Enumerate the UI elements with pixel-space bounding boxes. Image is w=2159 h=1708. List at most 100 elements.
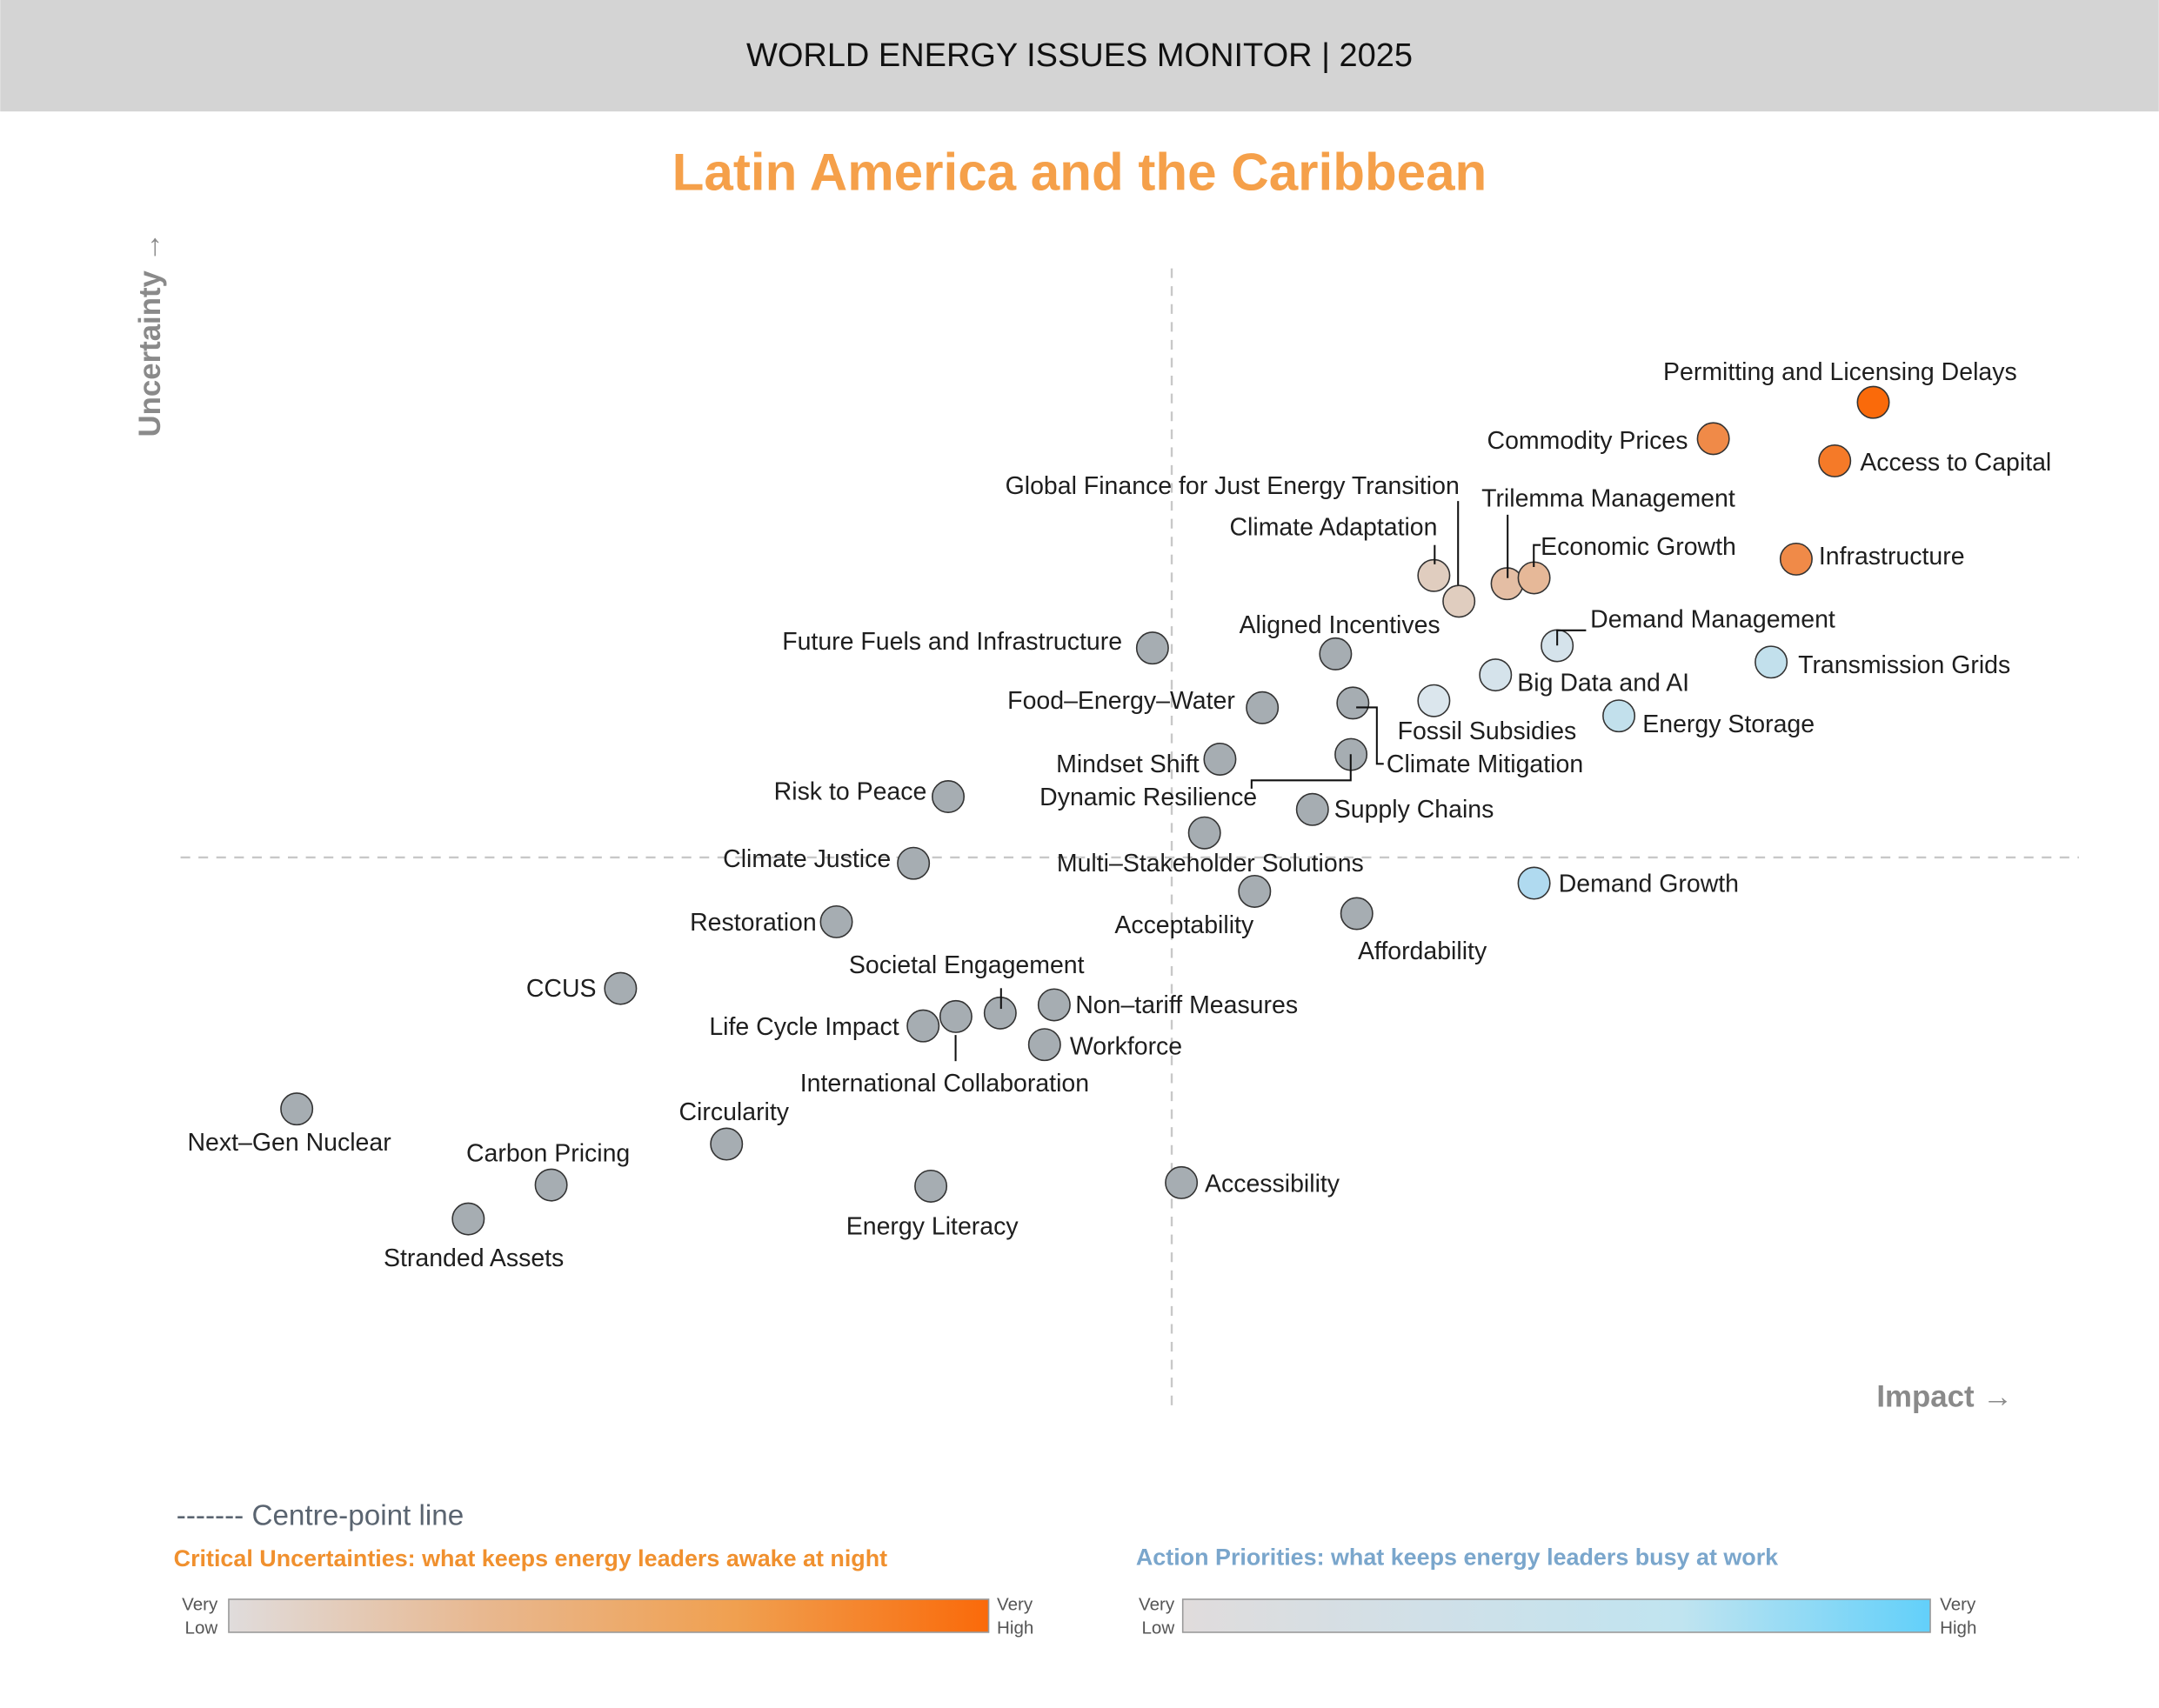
- critical-low-label-2: Low: [185, 1618, 218, 1638]
- point-label: International Collaboration: [800, 1070, 1089, 1098]
- data-point[interactable]: [914, 1169, 948, 1203]
- point-label: CCUS: [526, 975, 597, 1003]
- point-label: Trilemma Management: [1481, 484, 1735, 512]
- point-labels: Permitting and Licensing Delays Commodity…: [187, 358, 2051, 1272]
- data-point[interactable]: [1779, 542, 1813, 576]
- point-label: Stranded Assets: [384, 1244, 564, 1272]
- critical-legend-title: Critical Uncertainties: what keeps energ…: [174, 1545, 888, 1571]
- data-point[interactable]: [1165, 1165, 1199, 1199]
- leader-line: [1533, 544, 1541, 568]
- point-label: Food–Energy–Water: [1007, 687, 1235, 715]
- header-bar: [0, 0, 2159, 112]
- data-point[interactable]: [1037, 988, 1071, 1022]
- data-point[interactable]: [932, 780, 966, 813]
- data-point[interactable]: [1203, 742, 1237, 776]
- point-label: Demand Management: [1590, 606, 1835, 634]
- data-point[interactable]: [1602, 699, 1636, 733]
- point-label: Life Cycle Impact: [709, 1013, 899, 1041]
- point-label: Commodity Prices: [1487, 427, 1688, 455]
- action-legend-title: Action Priorities: what keeps energy lea…: [1136, 1544, 1778, 1570]
- y-axis-label: Uncertainty →: [133, 232, 167, 437]
- point-label: Demand Growth: [1559, 871, 1739, 898]
- data-point[interactable]: [1319, 637, 1353, 671]
- critical-high-label: Very: [997, 1595, 1033, 1615]
- point-label: Transmission Grids: [1798, 651, 2010, 679]
- data-point[interactable]: [1818, 444, 1852, 477]
- leader-line: [1556, 629, 1587, 646]
- point-label: Risk to Peace: [774, 777, 927, 805]
- point-label: Big Data and AI: [1517, 669, 1689, 697]
- data-point[interactable]: [1442, 584, 1476, 618]
- data-point[interactable]: [897, 846, 931, 880]
- data-point[interactable]: [534, 1168, 568, 1202]
- centre-line-legend: ------- Centre-point line: [177, 1500, 464, 1532]
- data-point[interactable]: [1417, 684, 1451, 717]
- chart-title: Latin America and the Caribbean: [672, 143, 1487, 201]
- data-point[interactable]: [1417, 558, 1451, 592]
- point-label: Aligned Incentives: [1240, 611, 1440, 639]
- data-point[interactable]: [1187, 816, 1221, 850]
- point-label: Climate Justice: [723, 845, 891, 873]
- point-label: Climate Adaptation: [1230, 514, 1438, 542]
- point-label: Affordability: [1358, 937, 1487, 965]
- point-label: Economic Growth: [1541, 533, 1736, 561]
- leader-lines: [954, 501, 1587, 1062]
- point-label: Circularity: [678, 1098, 789, 1126]
- data-point[interactable]: [906, 1009, 940, 1043]
- critical-high-label-2: High: [997, 1618, 1033, 1638]
- point-label: Energy Storage: [1642, 711, 1815, 738]
- data-point[interactable]: [1517, 866, 1551, 900]
- point-label: Future Fuels and Infrastructure: [782, 628, 1122, 656]
- point-label: Supply Chains: [1334, 796, 1494, 824]
- data-point[interactable]: [1135, 631, 1169, 665]
- point-label: Acceptability: [1114, 911, 1254, 939]
- action-high-label-2: High: [1940, 1618, 1976, 1638]
- critical-low-label: Very: [182, 1595, 218, 1615]
- data-point[interactable]: [451, 1202, 485, 1236]
- data-point[interactable]: [1295, 792, 1329, 826]
- point-label: Fossil Subsidies: [1398, 717, 1577, 745]
- point-label: Dynamic Resilience: [1039, 784, 1257, 811]
- data-point[interactable]: [939, 999, 973, 1033]
- data-points: [280, 385, 1890, 1236]
- action-high-label: Very: [1940, 1595, 1976, 1615]
- point-label: Non–tariff Measures: [1075, 991, 1298, 1019]
- data-point[interactable]: [1238, 874, 1272, 908]
- data-point[interactable]: [1336, 686, 1370, 720]
- point-label: Workforce: [1070, 1032, 1182, 1060]
- data-point[interactable]: [1027, 1028, 1061, 1062]
- data-point[interactable]: [1856, 385, 1890, 419]
- point-label: Restoration: [690, 909, 817, 937]
- point-label: Societal Engagement: [849, 951, 1085, 979]
- critical-gradient-bar: [228, 1598, 990, 1633]
- point-label: Multi–Stakeholder Solutions: [1057, 850, 1364, 877]
- action-low-label-2: Low: [1141, 1618, 1174, 1638]
- x-axis-label: Impact →: [1876, 1379, 2013, 1413]
- action-low-label: Very: [1139, 1595, 1175, 1615]
- data-point[interactable]: [1340, 897, 1374, 931]
- leader-line: [1250, 754, 1352, 789]
- point-label: Infrastructure: [1819, 543, 1965, 570]
- point-label: Accessibility: [1205, 1171, 1340, 1198]
- data-point[interactable]: [1755, 645, 1788, 679]
- data-point[interactable]: [1696, 422, 1730, 456]
- data-point[interactable]: [1246, 691, 1280, 724]
- point-label: Carbon Pricing: [466, 1140, 630, 1168]
- point-label: Next–Gen Nuclear: [187, 1129, 391, 1157]
- data-point[interactable]: [1479, 658, 1513, 692]
- point-label: Permitting and Licensing Delays: [1663, 358, 2017, 386]
- point-label: Access to Capital: [1860, 449, 2051, 477]
- point-label: Energy Literacy: [846, 1213, 1019, 1241]
- point-label: Climate Mitigation: [1387, 751, 1583, 778]
- data-point[interactable]: [280, 1092, 314, 1126]
- data-point[interactable]: [604, 971, 638, 1005]
- data-point[interactable]: [819, 904, 853, 938]
- point-label: Mindset Shift: [1056, 751, 1200, 778]
- header-title: WORLD ENERGY ISSUES MONITOR | 2025: [746, 37, 1413, 74]
- data-point[interactable]: [710, 1127, 744, 1161]
- leader-line: [1356, 706, 1384, 765]
- action-gradient-bar: [1181, 1598, 1931, 1633]
- point-label: Global Finance for Just Energy Transitio…: [1006, 472, 1460, 500]
